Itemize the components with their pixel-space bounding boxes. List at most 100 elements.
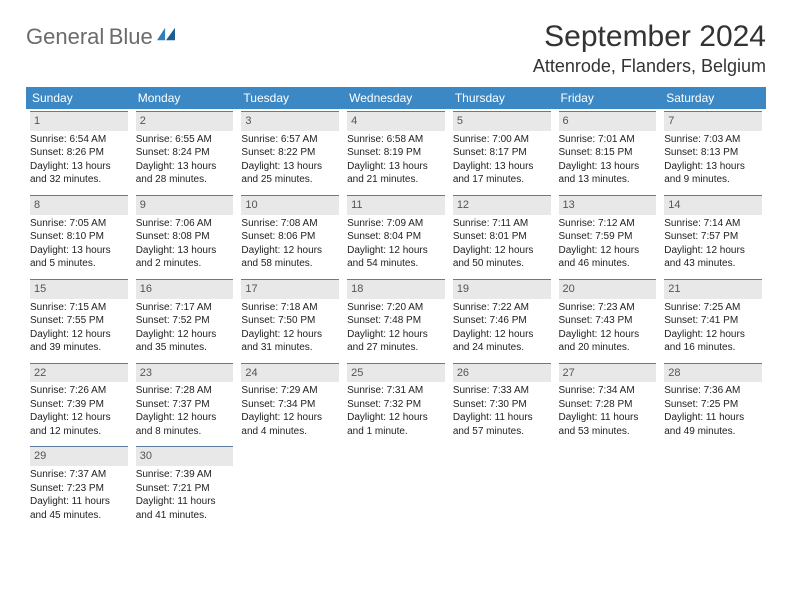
daylight-text: Daylight: 12 hours and 43 minutes. [664, 244, 762, 271]
day-number: 2 [136, 111, 234, 131]
logo: General Blue [26, 26, 175, 49]
day-number: 6 [559, 111, 657, 131]
sunset-text: Sunset: 7:21 PM [136, 482, 234, 496]
calendar-day-cell: 6Sunrise: 7:01 AMSunset: 8:15 PMDaylight… [555, 109, 661, 193]
day-number: 4 [347, 111, 445, 131]
weekday-header: Sunday [26, 87, 132, 109]
calendar-day-cell: 13Sunrise: 7:12 AMSunset: 7:59 PMDayligh… [555, 193, 661, 277]
calendar-week-row: 22Sunrise: 7:26 AMSunset: 7:39 PM Dayligh… [26, 361, 766, 445]
daylight-text: Daylight: 12 hours and 20 minutes. [559, 328, 657, 355]
calendar-empty-cell [237, 444, 343, 528]
day-number: 25 [347, 363, 445, 383]
calendar-week-row: 1Sunrise: 6:54 AMSunset: 8:26 PMDaylight… [26, 109, 766, 193]
sunset-text: Sunset: 8:13 PM [664, 146, 762, 160]
sunrise-text: Sunrise: 7:26 AM [30, 384, 128, 398]
daylight-text: Daylight: 11 hours and 57 minutes. [453, 411, 551, 438]
sunrise-text: Sunrise: 7:23 AM [559, 301, 657, 315]
calendar-day-cell: 7Sunrise: 7:03 AMSunset: 8:13 PMDaylight… [660, 109, 766, 193]
sunrise-text: Sunrise: 7:33 AM [453, 384, 551, 398]
day-number: 8 [30, 195, 128, 215]
sunset-text: Sunset: 7:59 PM [559, 230, 657, 244]
calendar-day-cell: 20Sunrise: 7:23 AMSunset: 7:43 PMDayligh… [555, 277, 661, 361]
sunset-text: Sunset: 8:22 PM [241, 146, 339, 160]
daylight-text: Daylight: 12 hours and 46 minutes. [559, 244, 657, 271]
daylight-text: Daylight: 13 hours and 25 minutes. [241, 160, 339, 187]
day-number: 11 [347, 195, 445, 215]
sunrise-text: Sunrise: 6:55 AM [136, 133, 234, 147]
sunset-text: Sunset: 7:52 PM [136, 314, 234, 328]
sunrise-text: Sunrise: 7:31 AM [347, 384, 445, 398]
sunset-text: Sunset: 8:24 PM [136, 146, 234, 160]
sunrise-text: Sunrise: 7:17 AM [136, 301, 234, 315]
calendar-day-cell: 4Sunrise: 6:58 AMSunset: 8:19 PMDaylight… [343, 109, 449, 193]
day-number: 30 [136, 446, 234, 466]
sunrise-text: Sunrise: 7:06 AM [136, 217, 234, 231]
calendar-week-row: 15Sunrise: 7:15 AMSunset: 7:55 PMDayligh… [26, 277, 766, 361]
daylight-text: Daylight: 13 hours and 5 minutes. [30, 244, 128, 271]
weekday-header: Wednesday [343, 87, 449, 109]
calendar-day-cell: 12Sunrise: 7:11 AMSunset: 8:01 PMDayligh… [449, 193, 555, 277]
day-number: 20 [559, 279, 657, 299]
daylight-text: Daylight: 12 hours and 8 minutes. [136, 411, 234, 438]
logo-blue-text: Blue [109, 24, 153, 49]
calendar-day-cell: 18Sunrise: 7:20 AMSunset: 7:48 PMDayligh… [343, 277, 449, 361]
sunrise-text: Sunrise: 7:11 AM [453, 217, 551, 231]
daylight-text: Daylight: 13 hours and 28 minutes. [136, 160, 234, 187]
day-number: 10 [241, 195, 339, 215]
day-number: 7 [664, 111, 762, 131]
daylight-text: Daylight: 12 hours and 35 minutes. [136, 328, 234, 355]
calendar-day-cell: 2 Sunrise: 6:55 AMSunset: 8:24 PMDaylight… [132, 109, 238, 193]
calendar-day-cell: 24Sunrise: 7:29 AMSunset: 7:34 PMDayligh… [237, 361, 343, 445]
calendar-day-cell: 5Sunrise: 7:00 AMSunset: 8:17 PMDaylight… [449, 109, 555, 193]
day-number: 27 [559, 363, 657, 383]
sunrise-text: Sunrise: 7:09 AM [347, 217, 445, 231]
day-number: 18 [347, 279, 445, 299]
sunrise-text: Sunrise: 7:34 AM [559, 384, 657, 398]
sunset-text: Sunset: 7:55 PM [30, 314, 128, 328]
daylight-text: Daylight: 12 hours and 16 minutes. [664, 328, 762, 355]
weekday-header: Thursday [449, 87, 555, 109]
calendar-day-cell: 16Sunrise: 7:17 AMSunset: 7:52 PMDayligh… [132, 277, 238, 361]
day-number: 21 [664, 279, 762, 299]
daylight-text: Daylight: 11 hours and 41 minutes. [136, 495, 234, 522]
calendar-day-cell: 28Sunrise: 7:36 AMSunset: 7:25 PMDayligh… [660, 361, 766, 445]
day-number: 26 [453, 363, 551, 383]
sunrise-text: Sunrise: 6:54 AM [30, 133, 128, 147]
daylight-text: Daylight: 12 hours and 39 minutes. [30, 328, 128, 355]
calendar-day-cell: 8Sunrise: 7:05 AMSunset: 8:10 PMDaylight… [26, 193, 132, 277]
calendar-day-cell: 14 Sunrise: 7:14 AMSunset: 7:57 PMDayligh… [660, 193, 766, 277]
sunset-text: Sunset: 8:04 PM [347, 230, 445, 244]
sunrise-text: Sunrise: 7:18 AM [241, 301, 339, 315]
calendar-empty-cell [660, 444, 766, 528]
day-number: 12 [453, 195, 551, 215]
daylight-text: Daylight: 11 hours and 45 minutes. [30, 495, 128, 522]
daylight-text: Daylight: 13 hours and 9 minutes. [664, 160, 762, 187]
calendar-day-cell: 22Sunrise: 7:26 AMSunset: 7:39 PMDayligh… [26, 361, 132, 445]
day-number: 14 [664, 195, 762, 215]
sunset-text: Sunset: 8:06 PM [241, 230, 339, 244]
calendar-week-row: 8Sunrise: 7:05 AMSunset: 8:10 PMDaylight… [26, 193, 766, 277]
weekday-header: Friday [555, 87, 661, 109]
sunset-text: Sunset: 7:50 PM [241, 314, 339, 328]
sunrise-text: Sunrise: 7:20 AM [347, 301, 445, 315]
sunset-text: Sunset: 7:37 PM [136, 398, 234, 412]
day-number: 17 [241, 279, 339, 299]
sunset-text: Sunset: 7:34 PM [241, 398, 339, 412]
sunset-text: Sunset: 8:10 PM [30, 230, 128, 244]
daylight-text: Daylight: 13 hours and 17 minutes. [453, 160, 551, 187]
sunrise-text: Sunrise: 7:08 AM [241, 217, 339, 231]
sunset-text: Sunset: 7:57 PM [664, 230, 762, 244]
sunset-text: Sunset: 8:26 PM [30, 146, 128, 160]
sunrise-text: Sunrise: 7:01 AM [559, 133, 657, 147]
sunrise-text: Sunrise: 7:14 AM [664, 217, 762, 231]
sunset-text: Sunset: 7:28 PM [559, 398, 657, 412]
sunrise-text: Sunrise: 7:25 AM [664, 301, 762, 315]
sunset-text: Sunset: 7:39 PM [30, 398, 128, 412]
day-number: 22 [30, 363, 128, 383]
daylight-text: Daylight: 13 hours and 13 minutes. [559, 160, 657, 187]
calendar-day-cell: 27Sunrise: 7:34 AMSunset: 7:28 PMDayligh… [555, 361, 661, 445]
sunset-text: Sunset: 8:01 PM [453, 230, 551, 244]
day-number: 19 [453, 279, 551, 299]
sunrise-text: Sunrise: 7:28 AM [136, 384, 234, 398]
calendar-day-cell: 23Sunrise: 7:28 AMSunset: 7:37 PMDayligh… [132, 361, 238, 445]
